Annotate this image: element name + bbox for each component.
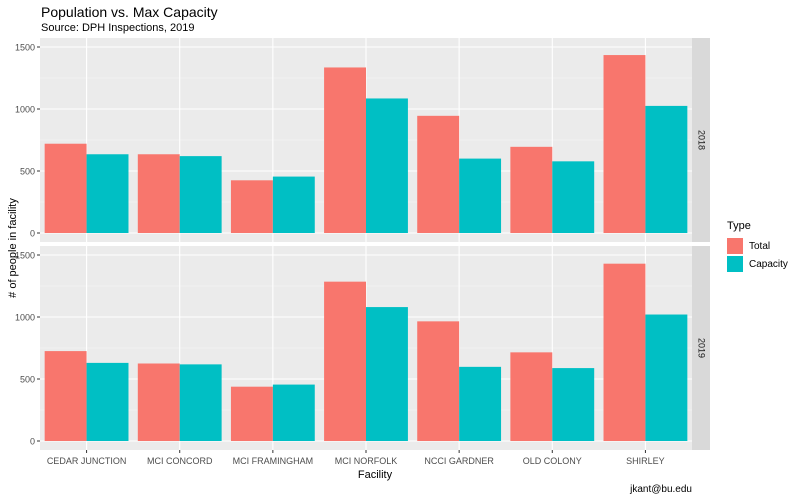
- x-tick-label: MCI FRAMINGHAM: [233, 456, 314, 466]
- facet-strip-label: 2019: [697, 338, 707, 358]
- y-tick-label: 0: [30, 229, 35, 239]
- bar-capacity-2018: [552, 161, 595, 233]
- bar-capacity-2018: [86, 154, 129, 233]
- x-tick-label: MCI NORFOLK: [335, 456, 398, 466]
- y-tick-label: 1500: [15, 43, 35, 53]
- bar-total-2019: [510, 352, 553, 441]
- x-tick-label: CEDAR JUNCTION: [47, 456, 127, 466]
- legend-item-total: Total: [727, 237, 788, 255]
- bar-total-2018: [44, 143, 87, 233]
- y-axis-label: # of people in facility: [7, 198, 19, 298]
- legend-key-total: [727, 238, 743, 254]
- bar-total-2018: [137, 154, 180, 233]
- bar-total-2019: [137, 363, 180, 441]
- y-tick-label: 1000: [15, 313, 35, 323]
- legend: Type Total Capacity: [727, 220, 788, 273]
- caption: jkant@bu.edu: [630, 484, 692, 495]
- bar-total-2019: [44, 351, 87, 441]
- bar-capacity-2019: [86, 362, 129, 441]
- bar-capacity-2019: [272, 384, 315, 441]
- legend-item-capacity: Capacity: [727, 255, 788, 273]
- bar-capacity-2019: [552, 368, 595, 441]
- bar-total-2018: [324, 67, 366, 234]
- facet-strip: [692, 38, 710, 242]
- facet-strip: [692, 246, 710, 450]
- bar-total-2019: [417, 321, 460, 441]
- legend-title: Type: [727, 220, 751, 232]
- bar-total-2018: [603, 55, 646, 234]
- bar-capacity-2018: [459, 158, 502, 233]
- x-tick-label: NCCI GARDNER: [424, 456, 494, 466]
- facet-strip-label: 2018: [697, 130, 707, 150]
- bar-total-2018: [510, 146, 553, 233]
- bar-capacity-2019: [179, 364, 222, 441]
- y-tick-label: 500: [20, 375, 35, 385]
- y-tick-label: 0: [30, 437, 35, 447]
- bar-capacity-2019: [645, 314, 688, 441]
- bar-capacity-2018: [272, 176, 315, 233]
- legend-key-capacity: [727, 256, 743, 272]
- bar-total-2018: [417, 115, 460, 233]
- y-tick-label: 500: [20, 167, 35, 177]
- bar-capacity-2018: [645, 105, 688, 233]
- y-tick-label: 1500: [15, 251, 35, 261]
- bar-capacity-2019: [459, 366, 502, 441]
- bar-capacity-2019: [366, 307, 408, 441]
- y-tick-label: 1000: [15, 105, 35, 115]
- bar-capacity-2018: [366, 98, 408, 234]
- legend-label-capacity: Capacity: [749, 258, 788, 270]
- x-axis-label: Facility: [357, 469, 393, 481]
- bar-total-2018: [230, 180, 273, 233]
- bar-capacity-2018: [179, 156, 222, 233]
- legend-label-total: Total: [749, 240, 771, 252]
- x-tick-label: SHIRLEY: [626, 456, 665, 466]
- bar-total-2019: [324, 281, 366, 441]
- x-tick-label: MCI CONCORD: [147, 456, 213, 466]
- bar-total-2019: [603, 263, 646, 441]
- chart-subtitle: Source: DPH Inspections, 2019: [41, 22, 195, 34]
- bar-total-2019: [230, 386, 273, 441]
- chart-title: Population vs. Max Capacity: [41, 4, 218, 20]
- x-tick-label: OLD COLONY: [523, 456, 582, 466]
